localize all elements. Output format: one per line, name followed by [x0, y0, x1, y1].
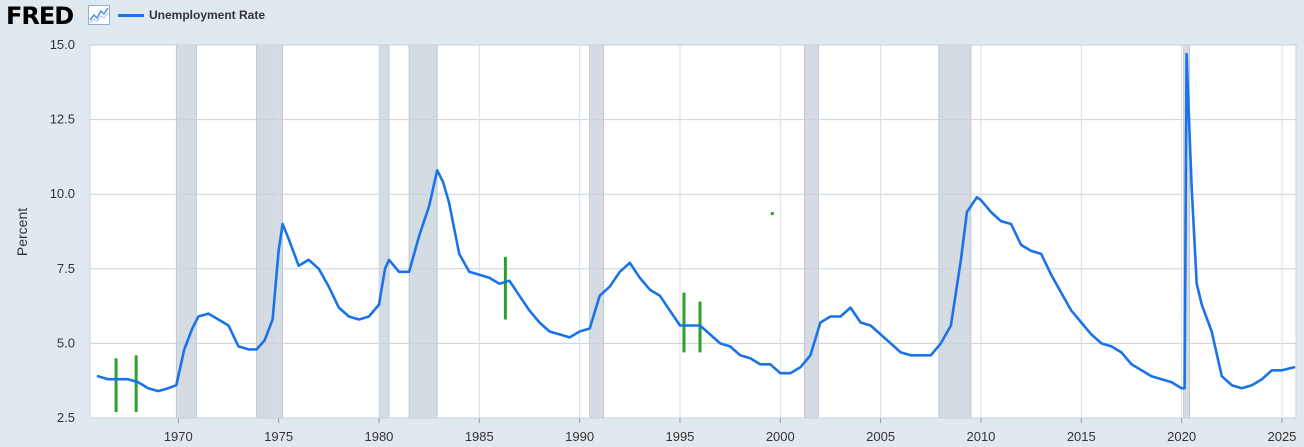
y-tick-label: 5.0: [57, 335, 75, 350]
chart-header: FRED Unemployment Rate: [0, 0, 1304, 32]
x-tick-label: 1975: [264, 429, 293, 444]
recession-band: [803, 44, 819, 419]
x-tick-label: 2010: [966, 429, 995, 444]
y-tick-label: 12.5: [50, 112, 75, 127]
x-tick-label: 2015: [1067, 429, 1096, 444]
legend-swatch: [118, 14, 144, 17]
x-tick-label: 1995: [665, 429, 694, 444]
x-tick-label: 2025: [1267, 429, 1296, 444]
y-tick-label: 7.5: [57, 261, 75, 276]
recession-band: [938, 44, 972, 419]
y-tick-label: 10.0: [50, 186, 75, 201]
y-tick-label: 2.5: [57, 410, 75, 425]
plot-area: [90, 45, 1296, 418]
series-line-unemployment-rate[interactable]: [96, 52, 1296, 393]
recession-band: [175, 44, 197, 419]
x-tick-label: 2000: [766, 429, 795, 444]
recession-band: [589, 44, 605, 419]
legend-label[interactable]: Unemployment Rate: [149, 8, 266, 22]
x-tick-label: 1980: [364, 429, 393, 444]
fred-logo: FRED: [6, 2, 74, 30]
x-tick-label: 1970: [164, 429, 193, 444]
plot-border: [89, 44, 1297, 419]
x-tick-label: 2005: [866, 429, 895, 444]
line-chart-icon: [88, 5, 110, 25]
x-tick-label: 2020: [1167, 429, 1196, 444]
x-tick-label: 1985: [465, 429, 494, 444]
recession-band: [408, 44, 438, 419]
x-tick-label: 1990: [565, 429, 594, 444]
recession-band: [378, 44, 390, 419]
y-tick-label: 15.0: [50, 37, 75, 52]
